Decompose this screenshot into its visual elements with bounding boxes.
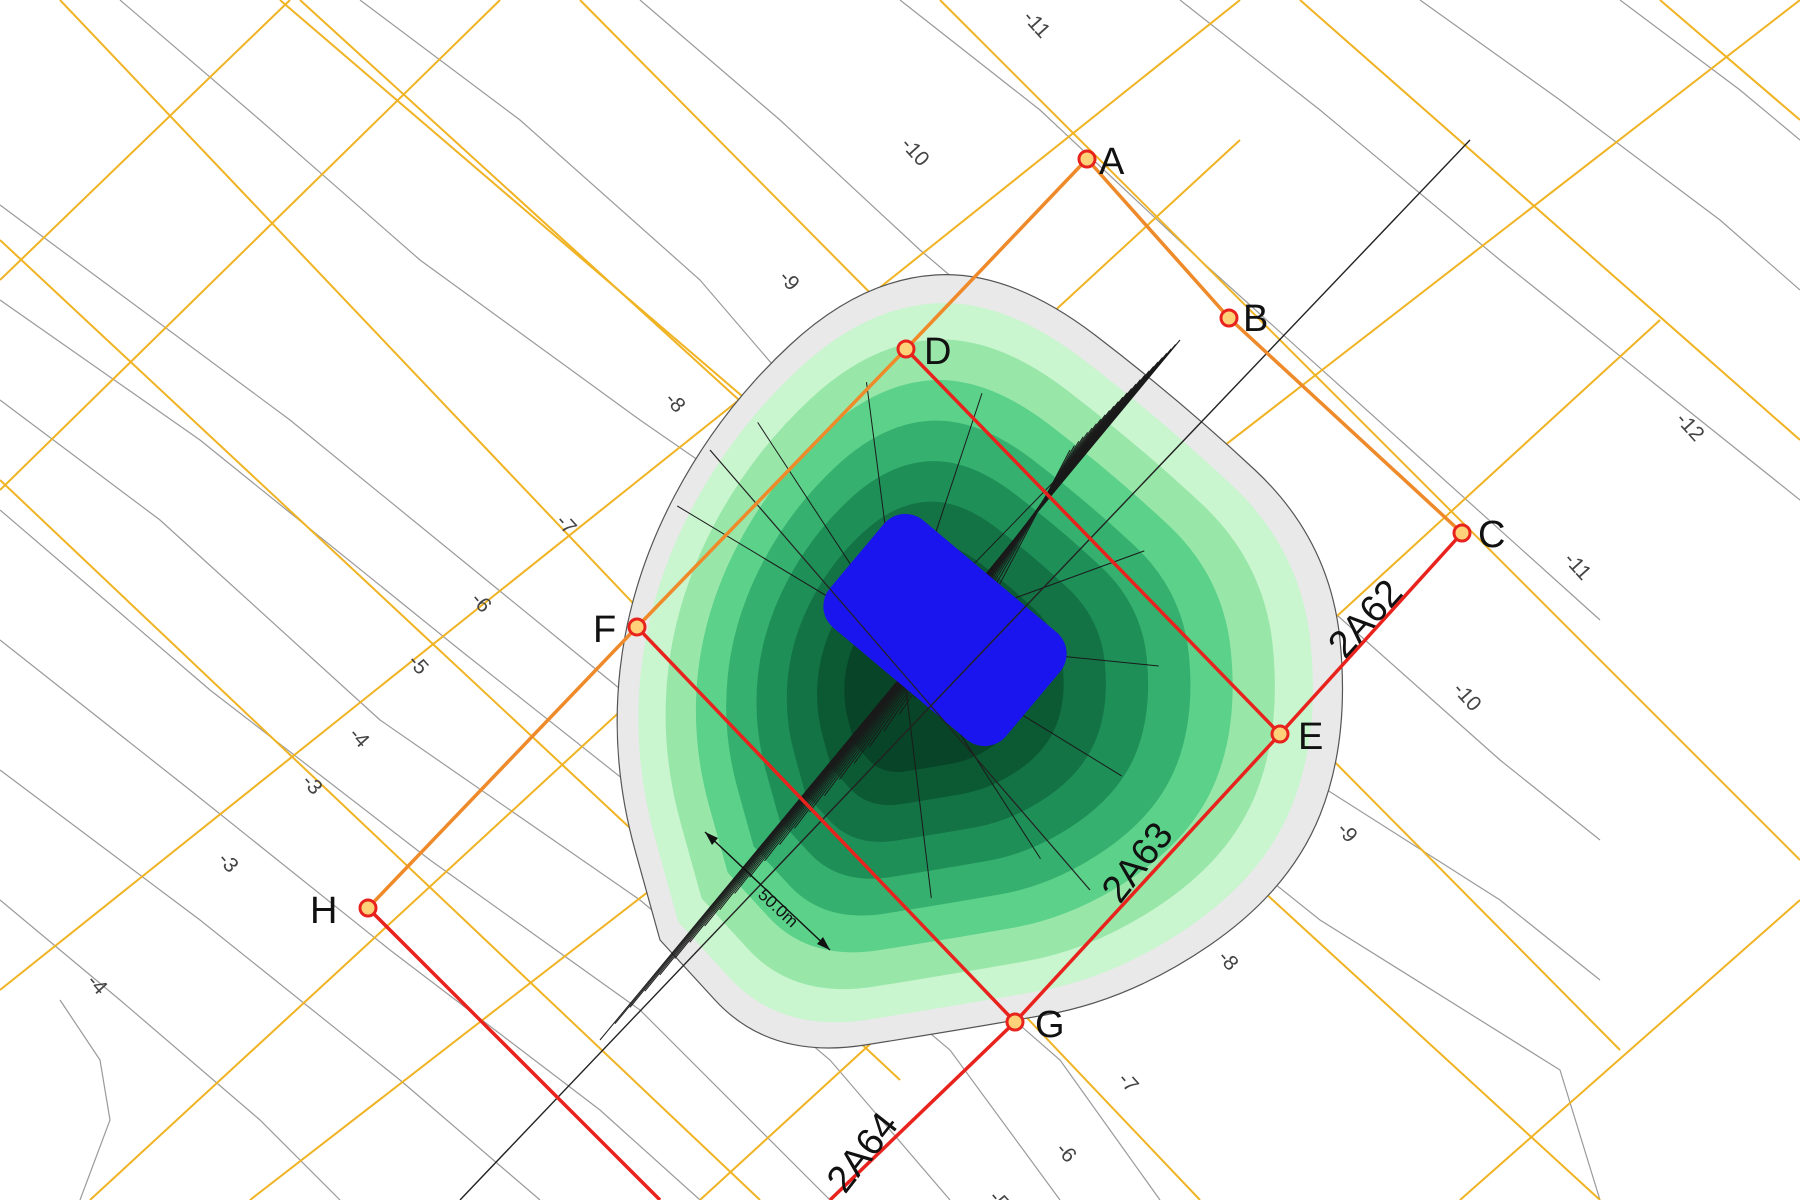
contour-line bbox=[59, 999, 111, 1200]
contour-line bbox=[0, 639, 701, 1200]
boundary-segment bbox=[1085, 157, 1231, 320]
boundary-segment bbox=[1278, 531, 1464, 736]
point-e-label: E bbox=[1298, 716, 1323, 758]
point-c-label: C bbox=[1478, 514, 1505, 556]
contour-line bbox=[1179, 0, 1800, 501]
point-e-marker bbox=[1270, 724, 1290, 744]
contour-line bbox=[0, 899, 341, 1200]
grid-line bbox=[0, 479, 761, 1200]
grid-line bbox=[939, 0, 1800, 861]
boundary-segment bbox=[635, 347, 908, 629]
grid-line bbox=[1459, 899, 1800, 1200]
point-markers bbox=[358, 149, 1472, 1032]
axis-line bbox=[459, 139, 1471, 1200]
boundary-segment bbox=[366, 906, 662, 1200]
point-b-marker bbox=[1219, 308, 1239, 328]
grid-line bbox=[0, 0, 501, 491]
boundary-segment bbox=[366, 625, 639, 910]
boundary-segment bbox=[828, 1020, 1017, 1200]
contour-line bbox=[0, 299, 1061, 1200]
point-h-label: H bbox=[310, 890, 337, 932]
contour-line bbox=[0, 769, 541, 1200]
point-a-label: A bbox=[1099, 141, 1125, 183]
point-h-marker bbox=[358, 898, 378, 918]
point-f-label: F bbox=[593, 609, 616, 651]
point-g-label: G bbox=[1035, 1004, 1065, 1046]
contour-line bbox=[1619, 0, 1800, 141]
grid-line bbox=[1299, 0, 1800, 441]
point-d-label: D bbox=[924, 331, 951, 373]
point-g-marker bbox=[1005, 1012, 1025, 1032]
boundary-segment bbox=[904, 157, 1089, 351]
point-a-marker bbox=[1077, 149, 1097, 169]
point-c-marker bbox=[1452, 523, 1472, 543]
point-b-label: B bbox=[1243, 298, 1268, 340]
dredge-area bbox=[823, 513, 1067, 747]
contour-line bbox=[0, 509, 831, 1200]
block-boundaries bbox=[366, 157, 1464, 1200]
scale-bar bbox=[704, 831, 831, 951]
grid-line bbox=[1659, 0, 1800, 121]
boundary-segment bbox=[1227, 316, 1464, 535]
axis-line bbox=[709, 449, 1091, 891]
boundary-segment bbox=[904, 347, 1282, 736]
point-d-marker bbox=[896, 339, 916, 359]
grid-line bbox=[0, 0, 1241, 991]
scale-bar-line bbox=[704, 831, 831, 951]
point-f-marker bbox=[627, 617, 647, 637]
grid-line bbox=[0, 0, 291, 281]
scale-bar-arrow bbox=[705, 832, 718, 845]
block-axis-lines bbox=[459, 139, 1471, 1200]
boundary-segment bbox=[635, 625, 1017, 1024]
scale-bar-arrow bbox=[817, 937, 830, 950]
dredge-area-rect bbox=[823, 513, 1067, 747]
boundary-segment bbox=[1013, 732, 1282, 1024]
contour-line bbox=[0, 399, 951, 1200]
contour-line bbox=[1419, 0, 1800, 291]
